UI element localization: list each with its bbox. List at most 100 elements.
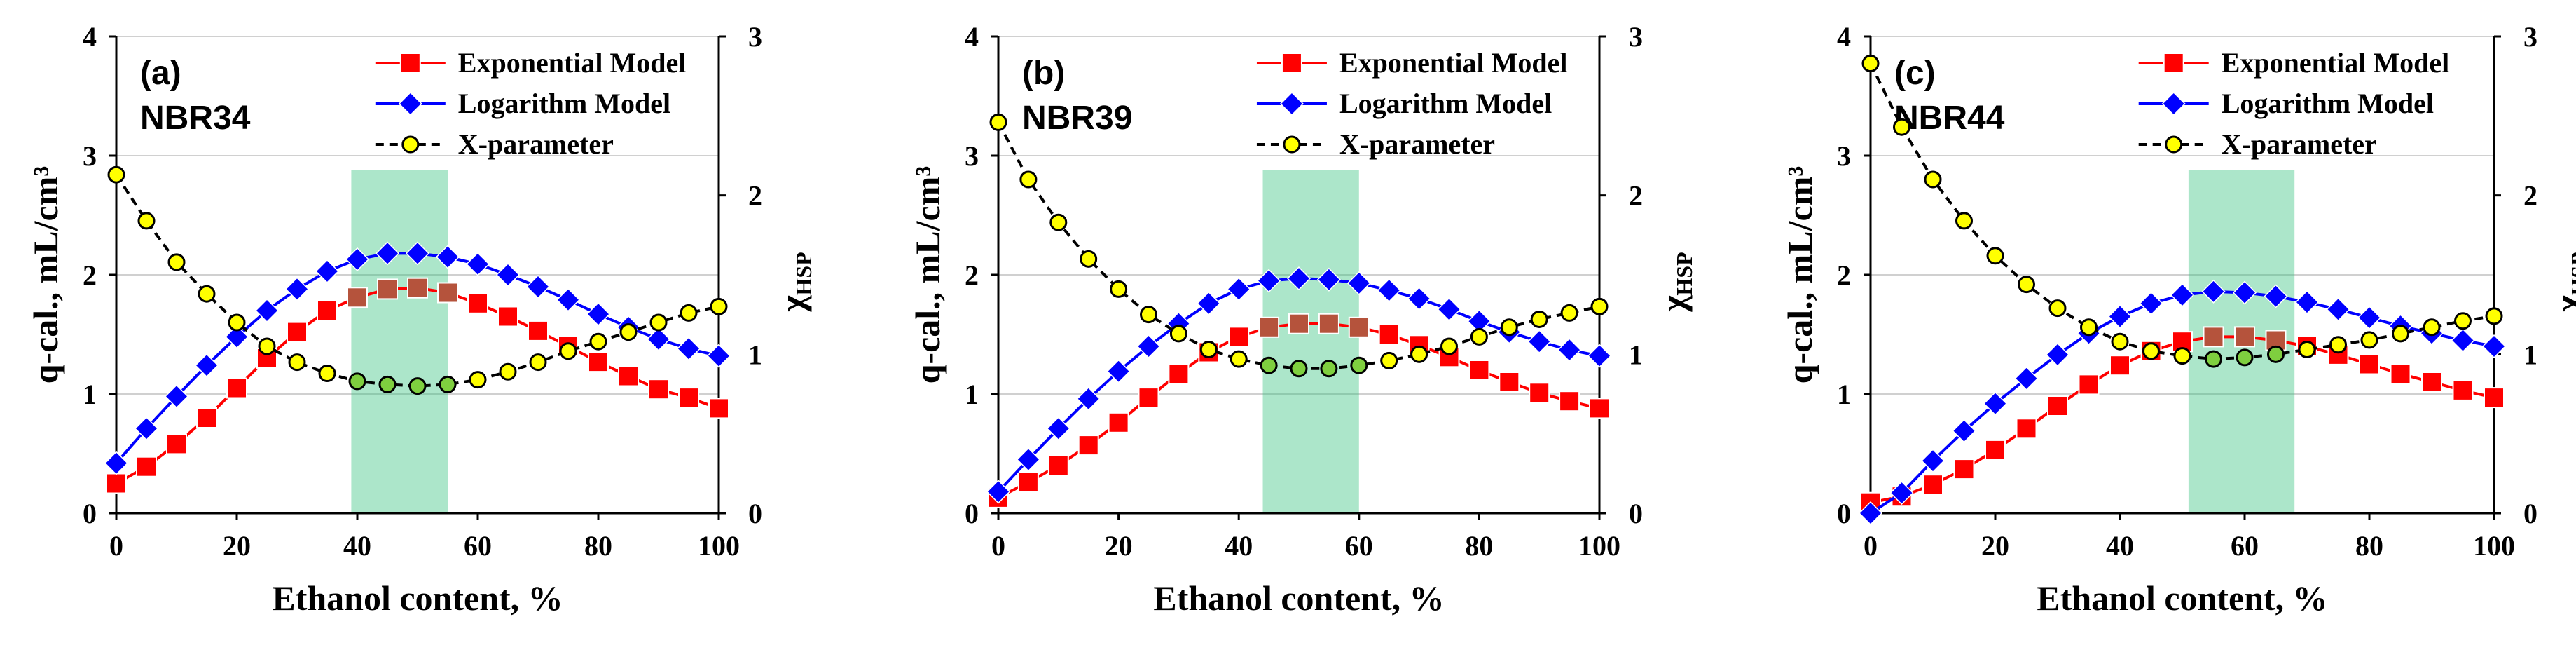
legend-circle-point-0 — [2165, 135, 2183, 154]
diamond-point-10 — [1286, 266, 1311, 291]
circle-point-8 — [2111, 332, 2129, 351]
square-point-12 — [1348, 316, 1370, 338]
diamond-point-5 — [2014, 366, 2039, 391]
square-point-18 — [2421, 372, 2442, 393]
diamond-point-8 — [1227, 277, 1251, 301]
legend-label: Logarithm Model — [2222, 88, 2434, 119]
y2-tick-label: 3 — [748, 21, 762, 53]
panel-label: (c) — [1894, 55, 1936, 92]
circle-point-17 — [1500, 318, 1518, 337]
diamond-point-13 — [495, 262, 521, 287]
circle-point-3 — [198, 285, 216, 303]
circle-point-9 — [1260, 356, 1278, 374]
square-point-1 — [136, 456, 157, 477]
diamond-point-0 — [1858, 501, 1883, 526]
square-point-11 — [2203, 326, 2224, 348]
diamond-point-3 — [194, 353, 219, 378]
series-exponential-model — [1860, 326, 2505, 513]
circle-point-4 — [228, 313, 246, 332]
y-tick-label: 0 — [83, 498, 97, 529]
y-axis-title: q-cal., mL/cm³ — [26, 166, 65, 384]
square-point-12 — [467, 292, 488, 314]
square-point-16 — [588, 351, 609, 373]
circle-point-20 — [2485, 307, 2503, 325]
circle-point-7 — [318, 365, 336, 383]
circle-point-5 — [258, 337, 276, 355]
diamond-point-13 — [1377, 278, 1401, 303]
legend-label: X-parameter — [1339, 128, 1495, 160]
circle-point-15 — [2329, 336, 2347, 354]
square-point-20 — [708, 398, 729, 419]
diamond-point-7 — [1197, 291, 1221, 315]
diamond-point-11 — [2201, 279, 2226, 304]
y2-tick-label: 0 — [1629, 498, 1643, 529]
x-axis-title: Ethanol content, % — [1153, 578, 1444, 618]
circle-point-1 — [137, 212, 156, 230]
diamond-point-4 — [1983, 391, 2008, 416]
circle-point-6 — [288, 353, 306, 372]
diamond-point-5 — [1136, 334, 1161, 359]
circle-point-9 — [2142, 342, 2160, 360]
y2-tick-label: 0 — [2523, 498, 2537, 529]
diamond-point-4 — [224, 325, 249, 349]
circle-point-17 — [2392, 325, 2409, 343]
circle-point-18 — [649, 313, 668, 332]
circle-point-0 — [989, 113, 1007, 131]
diamond-point-15 — [2326, 297, 2350, 322]
diamond-point-11 — [1316, 267, 1341, 292]
diamond-point-20 — [706, 344, 731, 368]
circle-point-3 — [1080, 250, 1098, 268]
y-tick-label: 4 — [965, 21, 979, 53]
circle-point-6 — [2048, 299, 2067, 318]
diamond-point-14 — [1407, 286, 1431, 311]
x-tick-label: 80 — [1465, 530, 1493, 562]
y2-tick-label: 2 — [2523, 180, 2537, 212]
square-point-2 — [1047, 455, 1069, 476]
diamond-point-11 — [435, 245, 460, 269]
square-point-4 — [1985, 439, 2006, 461]
diamond-point-4 — [1106, 359, 1131, 383]
square-point-19 — [2452, 379, 2474, 401]
legend-label: Exponential Model — [1339, 47, 1568, 79]
circle-point-1 — [1893, 118, 1910, 136]
diamond-point-0 — [104, 451, 129, 475]
legend-label: Logarithm Model — [458, 88, 670, 119]
diamond-point-9 — [375, 241, 400, 266]
legend-item: Exponential Model — [375, 47, 686, 79]
series-logarithm-model — [1858, 279, 2507, 526]
diamond-point-15 — [1437, 297, 1461, 322]
highlight-band — [1262, 170, 1359, 513]
diamond-point-8 — [2107, 304, 2133, 329]
y-tick-label: 3 — [1837, 140, 1851, 172]
square-point-4 — [1108, 412, 1129, 433]
square-point-19 — [678, 387, 699, 409]
x-tick-label: 100 — [2473, 530, 2515, 562]
y2-tick-label: 2 — [748, 180, 762, 212]
legend-diamond-point-0 — [2161, 91, 2186, 116]
square-point-4 — [226, 377, 247, 399]
diamond-point-1 — [1016, 447, 1040, 472]
circle-point-11 — [2205, 350, 2222, 368]
y-axis-title: q-cal., mL/cm³ — [908, 166, 947, 384]
square-point-6 — [1168, 363, 1190, 385]
diamond-point-14 — [2294, 290, 2320, 315]
square-point-3 — [1953, 459, 1975, 480]
circle-point-2 — [167, 253, 186, 271]
circle-point-12 — [1350, 356, 1368, 374]
diamond-point-18 — [646, 327, 671, 351]
circle-point-16 — [589, 332, 607, 351]
circle-point-18 — [1530, 310, 1548, 328]
diamond-point-18 — [1527, 330, 1552, 354]
circle-point-11 — [439, 375, 457, 393]
y-tick-label: 3 — [83, 140, 97, 172]
y-tick-label: 2 — [1837, 259, 1851, 291]
square-point-19 — [1559, 391, 1580, 412]
panel-label: (a) — [140, 55, 181, 92]
square-point-12 — [2234, 326, 2255, 348]
square-point-2 — [166, 433, 187, 455]
series-line — [1869, 62, 2495, 361]
square-point-1 — [1017, 471, 1039, 493]
diamond-point-16 — [586, 302, 611, 327]
y-tick-label: 4 — [1837, 21, 1851, 53]
square-point-5 — [1138, 387, 1159, 409]
